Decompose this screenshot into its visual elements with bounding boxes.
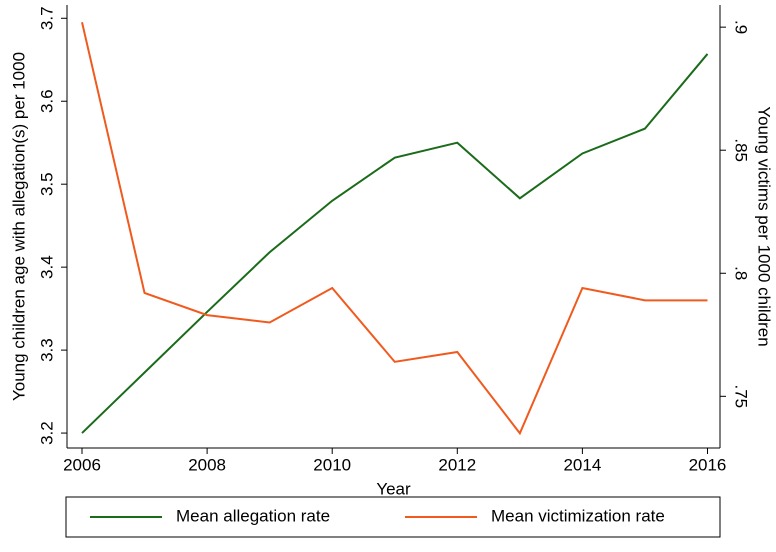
y2-tick-label: .75 — [732, 384, 751, 408]
x-tick-label: 2010 — [313, 455, 351, 474]
y2-tick-label: .85 — [732, 138, 751, 162]
y2-tick-label: .9 — [732, 20, 751, 34]
y2-tick-label: .8 — [732, 266, 751, 280]
y-tick-label: 3.3 — [37, 338, 56, 362]
y2-axis-title: Young victims per 1000 children — [755, 106, 774, 346]
y-tick-label: 3.5 — [37, 172, 56, 196]
x-tick-label: 2012 — [438, 455, 476, 474]
x-tick-label: 2014 — [563, 455, 601, 474]
x-axis-title: Year — [376, 479, 411, 498]
y-tick-label: 3.4 — [37, 255, 56, 279]
y-tick-label: 3.2 — [37, 421, 56, 445]
x-tick-label: 2016 — [689, 455, 727, 474]
y-axis-title: Young children age with allegation(s) pe… — [9, 52, 28, 401]
series-line — [81, 22, 708, 436]
series-line — [81, 53, 709, 434]
legend-box — [65, 496, 721, 538]
y-tick-label: 3.6 — [37, 89, 56, 113]
x-tick-label: 2006 — [63, 455, 101, 474]
x-tick-label: 2008 — [188, 455, 226, 474]
legend-label: Mean victimization rate — [491, 506, 665, 525]
legend-label: Mean allegation rate — [176, 506, 330, 525]
y-tick-label: 3.7 — [37, 6, 56, 30]
